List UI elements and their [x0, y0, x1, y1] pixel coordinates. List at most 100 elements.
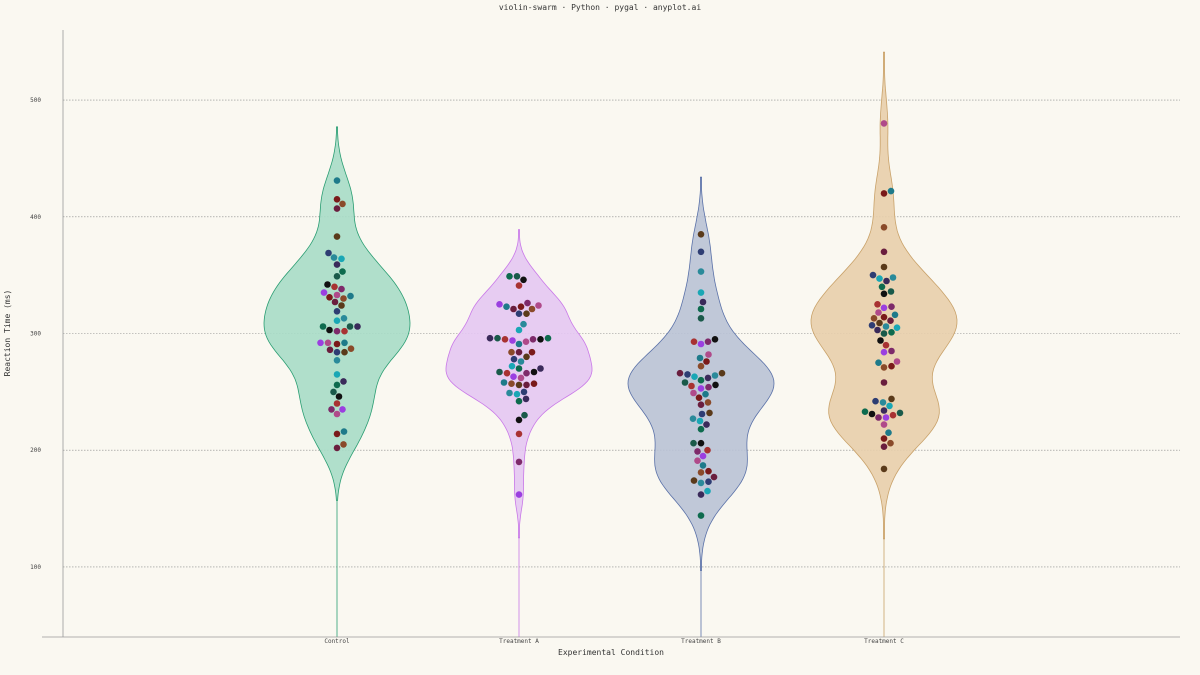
y-tick-label: 300 [30, 331, 41, 338]
data-point [882, 323, 890, 330]
data-point [876, 319, 883, 327]
data-point [887, 317, 894, 325]
data-point [704, 374, 712, 382]
data-points [317, 120, 904, 519]
data-point [888, 303, 895, 311]
data-point [697, 376, 705, 384]
data-point [880, 290, 888, 298]
data-point [868, 322, 876, 329]
data-point [333, 273, 341, 280]
data-point [874, 301, 881, 308]
x-tick-label: Treatment C [864, 638, 904, 645]
data-point [705, 383, 712, 391]
data-point [877, 337, 884, 344]
data-point [339, 200, 346, 208]
data-point [523, 353, 530, 361]
data-point [333, 371, 341, 378]
data-point [341, 348, 348, 356]
data-point [317, 339, 324, 347]
x-tick-label: Control [324, 638, 350, 645]
data-point [874, 326, 881, 334]
data-point [696, 417, 704, 425]
data-point [508, 362, 516, 370]
data-point [697, 362, 705, 370]
y-tick-labels: 100 200 300 400 500 [30, 97, 41, 571]
data-point [333, 317, 341, 325]
data-point [335, 393, 343, 400]
data-point [508, 348, 515, 356]
data-point [885, 429, 892, 437]
data-point [880, 190, 888, 197]
data-point [324, 339, 332, 347]
data-point [535, 302, 542, 309]
data-point [676, 369, 684, 377]
data-point [520, 388, 528, 396]
data-point [325, 249, 332, 257]
data-point [697, 340, 705, 348]
data-point [697, 231, 705, 238]
data-point [340, 441, 347, 448]
data-point [520, 276, 527, 284]
data-point [698, 410, 706, 418]
data-point [893, 358, 901, 365]
data-point [704, 446, 711, 454]
data-point [333, 357, 341, 364]
data-point [510, 305, 517, 313]
data-point [697, 469, 705, 476]
data-point [520, 320, 527, 328]
data-point [690, 338, 698, 346]
data-point [510, 355, 518, 363]
data-point [703, 421, 710, 428]
data-point [702, 390, 709, 398]
data-point [697, 512, 705, 519]
data-point [537, 336, 544, 343]
data-point [522, 395, 530, 403]
data-point [503, 303, 510, 311]
data-point [496, 368, 503, 376]
data-point [703, 358, 710, 365]
data-point [887, 439, 894, 447]
data-point [699, 452, 707, 460]
grid-lines [63, 99, 1180, 568]
data-point [515, 310, 523, 318]
data-point [888, 347, 895, 355]
data-point [697, 401, 705, 409]
data-point [882, 341, 890, 349]
x-tick-label: Treatment A [499, 638, 539, 645]
data-point [333, 348, 341, 356]
data-point [339, 268, 346, 275]
data-point [331, 283, 338, 291]
data-point [513, 390, 521, 398]
data-point [712, 381, 719, 389]
data-point [697, 248, 705, 256]
data-point [328, 406, 335, 413]
data-point [515, 416, 523, 424]
data-point [506, 273, 513, 280]
data-point [508, 380, 515, 388]
data-point [695, 394, 703, 402]
data-point [691, 373, 698, 381]
data-point [882, 414, 890, 421]
data-point [690, 439, 697, 447]
data-point [338, 255, 345, 263]
data-point [333, 444, 341, 452]
data-point [891, 311, 899, 319]
data-point [705, 351, 712, 358]
data-point [333, 327, 341, 335]
data-point [486, 334, 494, 342]
data-point [544, 334, 552, 342]
data-point [870, 315, 878, 322]
data-point [694, 448, 701, 455]
data-point [528, 348, 536, 356]
data-point [697, 425, 705, 433]
data-point [333, 177, 341, 184]
data-point [494, 334, 501, 342]
data-point [706, 409, 713, 417]
data-point [515, 326, 523, 334]
data-point [530, 380, 538, 388]
x-tick-label: Treatment B [681, 638, 721, 645]
data-point [883, 277, 890, 285]
data-point [537, 365, 544, 372]
y-tick-label: 200 [30, 447, 41, 454]
data-point [697, 268, 705, 275]
